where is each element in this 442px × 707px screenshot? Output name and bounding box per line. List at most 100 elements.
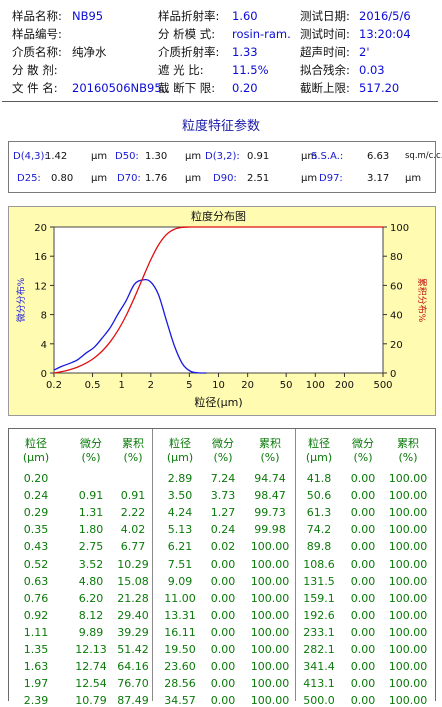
table-cell: 98.47 [254,489,286,503]
chart-title: 粒度分布图 [191,209,246,223]
table-cell: 6.77 [120,540,146,554]
table-cell: 0.00 [350,643,376,656]
table-cell: 2.75 [78,540,104,554]
header-value: NB95 [72,9,104,23]
y-left-tick-label: 20 [34,223,47,234]
table-cell: 0.63 [23,574,49,588]
table-cell: 100.00 [250,625,290,639]
header-label: 测试时间: [300,27,350,41]
table-cell: 0.00 [350,557,376,571]
header-label: 分 析模 式: [158,27,216,41]
table-cell: 0.00 [210,591,236,605]
table-cell: 13.31 [164,608,196,622]
table-cell: 100.00 [388,608,428,622]
table-cell: 0.02 [210,540,236,554]
table-cell: 0.00 [210,625,236,639]
header-value: 13:20:04 [359,27,411,41]
table-cell: 0.00 [210,574,236,588]
x-axis-label: 粒径(μm) [194,395,242,409]
param-unit: μm [185,151,202,162]
table-header-unit: (μm) [305,451,333,464]
table-cell: 100.00 [250,591,290,605]
table-cell: 1.27 [210,506,236,520]
table-cell: 29.40 [117,608,149,622]
header-label: 拟合残余: [300,63,350,77]
table-cell: 9.89 [78,625,104,639]
table-cell: 108.6 [303,557,335,571]
table-header-name: 累积 [122,437,144,450]
table-cell: 0.00 [210,608,236,622]
y-left-axis-label: 微分分布% [15,277,27,322]
param-value: 1.30 [145,151,168,162]
param-unit: sq.m/c.c. [405,151,442,161]
y-right-tick-label: 80 [390,252,403,263]
header-label: 截断上限: [300,81,350,95]
table-cell: 413.1 [303,677,335,691]
table-cell: 0.00 [350,472,376,485]
table-cell: 99.98 [254,523,286,537]
table-cell: 0.00 [210,677,236,691]
table-header-name: 微分 [80,437,102,450]
y-left-tick-label: 0 [41,369,47,380]
param-unit: μm [91,173,108,184]
table-cell: 3.50 [167,489,193,503]
table-cell: 2.22 [120,506,146,520]
table-cell: 0.43 [23,540,49,554]
table-cell: 6.20 [78,591,104,605]
table-header-unit: (μm) [22,451,50,464]
table-cell: 100.00 [388,625,428,639]
header-value: 517.20 [359,81,400,95]
x-tick-label: 200 [335,380,354,391]
table-cell: 3.73 [210,489,236,503]
table-cell: 100.00 [388,506,428,520]
table-header-unit: (%) [81,451,101,464]
y-left-tick-label: 8 [41,311,47,322]
param-key: D25: [17,173,41,184]
header-divider [2,101,438,102]
table-cell: 0.20 [23,472,49,485]
table-cell: 100.00 [388,540,428,554]
header-value: 纯净水 [72,45,107,59]
table-header-name: 累积 [397,437,419,450]
table-cell: 8.12 [78,608,104,622]
y-right-axis-label: 累积分布% [416,278,428,323]
table-header-unit: (%) [213,451,233,464]
param-key: D50: [115,151,139,162]
table-cell: 21.28 [117,591,149,605]
table-cell: 0.35 [23,523,49,537]
header-label: 样品编号: [12,27,62,41]
table-cell: 15.08 [117,574,149,588]
param-unit: μm [91,151,108,162]
table-header-name: 粒径 [308,437,330,450]
header-label: 介质名称: [12,45,62,59]
header-label: 文 件 名: [12,81,58,95]
table-cell: 0.00 [350,506,376,520]
y-right-tick-label: 100 [390,223,409,234]
x-tick-label: 0.2 [46,380,62,391]
table-cell: 0.00 [350,523,376,537]
table-cell: 100.00 [388,660,428,674]
x-tick-label: 5 [186,380,192,391]
table-cell: 61.3 [306,506,332,520]
param-value: 0.80 [51,173,74,184]
table-cell: 0.00 [350,591,376,605]
x-tick-label: 50 [280,380,293,391]
table-cell: 100.00 [250,608,290,622]
table-cell: 100.00 [388,472,428,485]
table-cell: 100.00 [250,660,290,674]
table-cell: 94.74 [254,472,286,485]
table-cell: 99.73 [254,506,286,520]
table-cell: 100.00 [388,574,428,588]
param-value: 3.17 [367,173,390,184]
table-header-name: 累积 [259,437,281,450]
table-cell: 10.29 [117,557,149,571]
table-cell: 1.11 [23,625,49,639]
table-cell: 41.8 [306,472,332,485]
x-tick-label: 1 [118,380,124,391]
table-cell: 192.6 [303,608,335,622]
table-cell: 23.60 [164,660,196,674]
table-cell: 51.42 [117,643,149,656]
param-key: D97: [319,173,343,184]
table-cell: 1.80 [78,523,104,537]
